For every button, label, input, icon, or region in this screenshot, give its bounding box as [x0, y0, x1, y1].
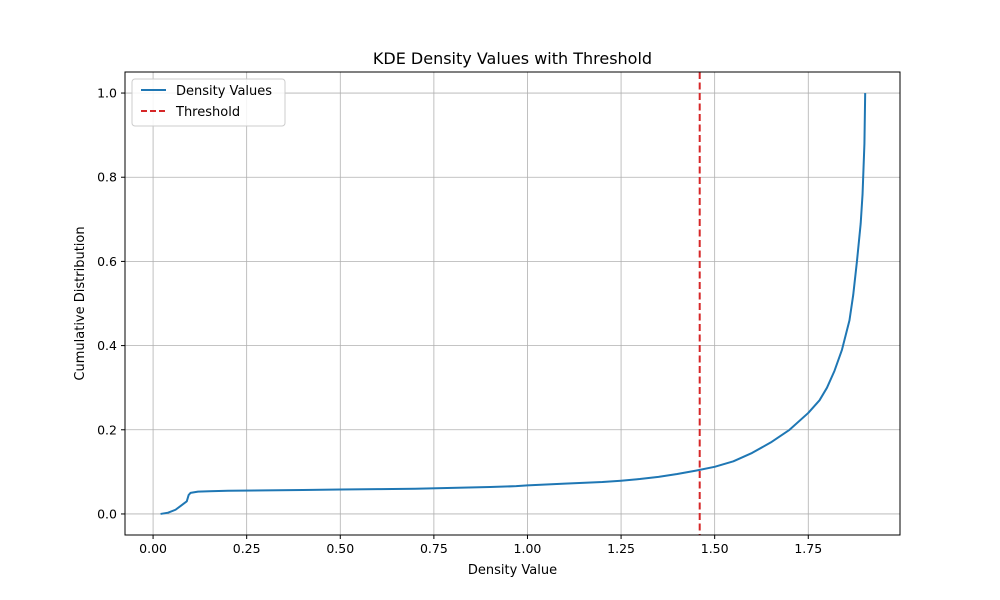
- y-axis-ticks: 0.0 0.2 0.4 0.6 0.8 1.0: [97, 86, 125, 521]
- chart-title: KDE Density Values with Threshold: [373, 49, 652, 68]
- x-tick-label: 0.00: [139, 541, 167, 556]
- plot-area: [160, 72, 867, 535]
- y-tick-label: 0.4: [97, 338, 117, 353]
- x-tick-label: 1.00: [514, 541, 542, 556]
- legend-box: [131, 78, 286, 127]
- legend-label-density-values: Density Values: [176, 84, 272, 99]
- density-values-line: [160, 93, 867, 515]
- plot-frame: [124, 71, 901, 536]
- legend: Density Values Threshold: [131, 78, 286, 127]
- x-tick-label: 1.50: [701, 541, 729, 556]
- y-axis-label: Cumulative Distribution: [73, 226, 88, 380]
- x-tick-label: 0.25: [233, 541, 261, 556]
- legend-label-threshold: Threshold: [175, 105, 240, 120]
- y-tick-label: 0.2: [97, 422, 117, 437]
- y-tick-label: 1.0: [97, 86, 117, 101]
- x-tick-label: 1.75: [794, 541, 822, 556]
- y-tick-label: 0.0: [97, 506, 117, 521]
- x-tick-label: 1.25: [607, 541, 635, 556]
- y-tick-label: 0.6: [97, 254, 117, 269]
- x-axis-ticks: 0.00 0.25 0.50 0.75 1.00 1.25 1.50 1.75: [139, 535, 822, 556]
- grid: [125, 72, 900, 535]
- x-tick-label: 0.50: [326, 541, 354, 556]
- x-axis-label: Density Value: [468, 563, 557, 578]
- x-tick-label: 0.75: [420, 541, 448, 556]
- y-tick-label: 0.8: [97, 170, 117, 185]
